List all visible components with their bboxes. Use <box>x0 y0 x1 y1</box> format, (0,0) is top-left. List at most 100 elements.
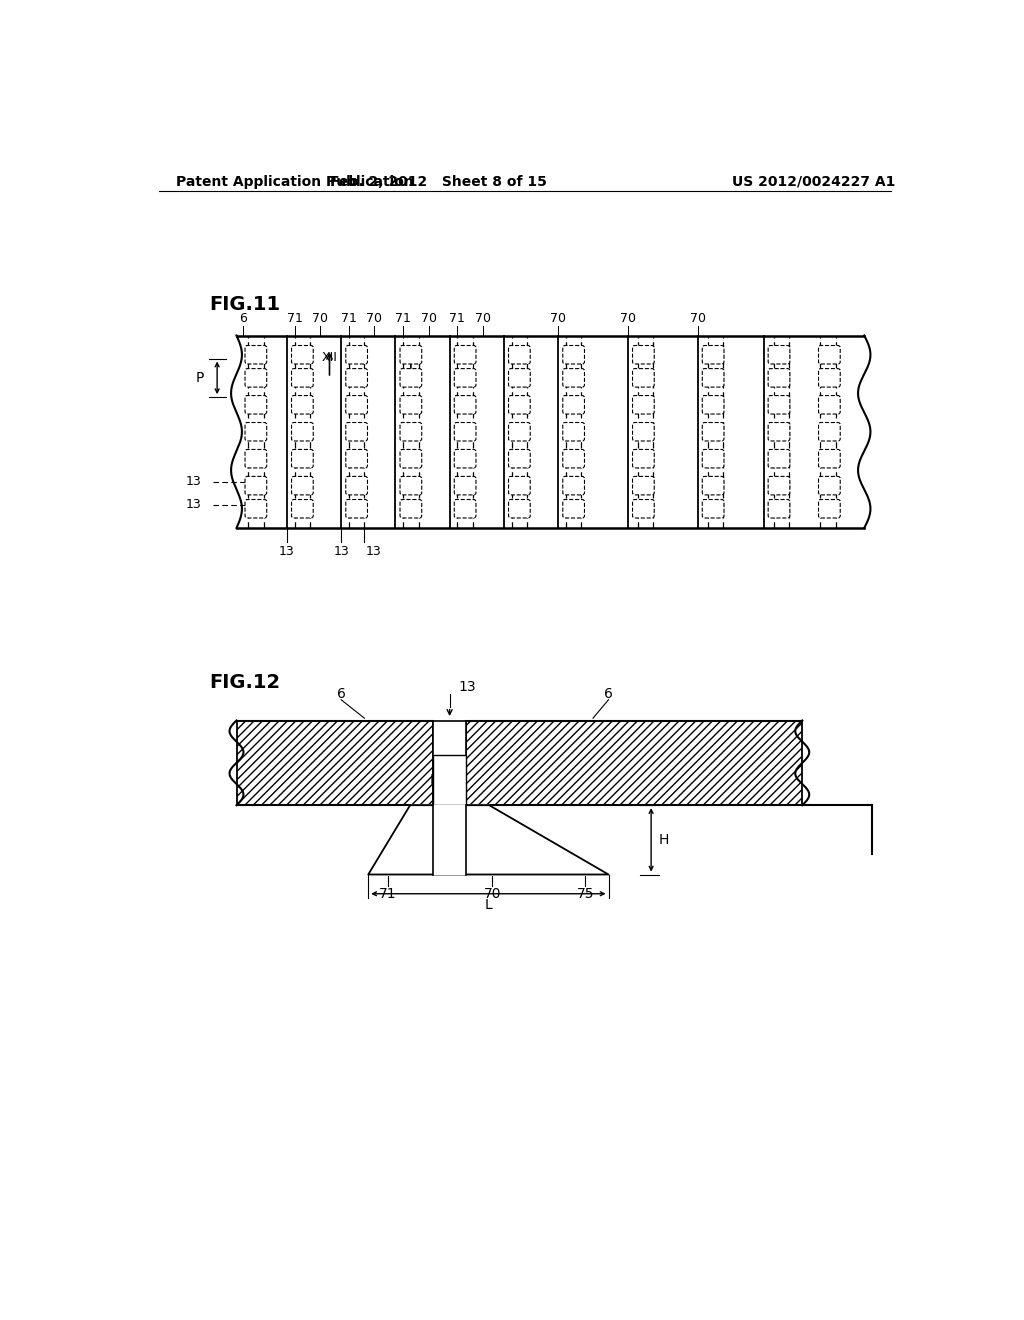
FancyBboxPatch shape <box>245 449 266 469</box>
Text: 13: 13 <box>186 499 202 511</box>
FancyBboxPatch shape <box>292 346 313 364</box>
FancyBboxPatch shape <box>818 346 841 364</box>
Text: 13: 13 <box>459 680 476 694</box>
FancyBboxPatch shape <box>633 396 654 414</box>
FancyBboxPatch shape <box>633 422 654 441</box>
FancyBboxPatch shape <box>346 477 368 495</box>
FancyBboxPatch shape <box>400 368 422 387</box>
FancyBboxPatch shape <box>455 368 476 387</box>
Text: 71: 71 <box>341 312 356 325</box>
FancyBboxPatch shape <box>563 449 585 469</box>
Bar <box>433 755 466 805</box>
Text: 70: 70 <box>312 312 329 325</box>
FancyBboxPatch shape <box>455 422 476 441</box>
FancyBboxPatch shape <box>400 396 422 414</box>
FancyBboxPatch shape <box>633 346 654 364</box>
Bar <box>433 721 466 805</box>
Text: 70: 70 <box>421 312 436 325</box>
FancyBboxPatch shape <box>563 422 585 441</box>
Text: XII: XII <box>402 351 419 363</box>
FancyBboxPatch shape <box>455 499 476 517</box>
Text: 13: 13 <box>366 545 382 557</box>
Bar <box>466 721 802 805</box>
FancyBboxPatch shape <box>702 499 724 517</box>
Text: Feb. 2, 2012   Sheet 8 of 15: Feb. 2, 2012 Sheet 8 of 15 <box>330 174 547 189</box>
FancyBboxPatch shape <box>818 422 841 441</box>
FancyBboxPatch shape <box>768 422 790 441</box>
FancyBboxPatch shape <box>509 449 530 469</box>
Text: 70: 70 <box>483 887 501 900</box>
FancyBboxPatch shape <box>292 368 313 387</box>
FancyBboxPatch shape <box>818 396 841 414</box>
FancyBboxPatch shape <box>509 346 530 364</box>
FancyBboxPatch shape <box>633 368 654 387</box>
Text: 70: 70 <box>620 312 636 325</box>
FancyBboxPatch shape <box>818 499 841 517</box>
Text: Patent Application Publication: Patent Application Publication <box>176 174 414 189</box>
Text: M: M <box>430 774 441 787</box>
FancyBboxPatch shape <box>455 449 476 469</box>
Bar <box>433 805 466 875</box>
Text: 6: 6 <box>604 686 613 701</box>
FancyBboxPatch shape <box>400 499 422 517</box>
FancyBboxPatch shape <box>768 499 790 517</box>
FancyBboxPatch shape <box>400 477 422 495</box>
FancyBboxPatch shape <box>292 477 313 495</box>
FancyBboxPatch shape <box>455 477 476 495</box>
FancyBboxPatch shape <box>818 449 841 469</box>
FancyBboxPatch shape <box>245 422 266 441</box>
Text: 70: 70 <box>550 312 566 325</box>
FancyBboxPatch shape <box>702 449 724 469</box>
Text: 6: 6 <box>239 312 247 325</box>
FancyBboxPatch shape <box>346 368 368 387</box>
Polygon shape <box>369 805 608 875</box>
FancyBboxPatch shape <box>633 449 654 469</box>
FancyBboxPatch shape <box>702 422 724 441</box>
Text: 70: 70 <box>367 312 382 325</box>
Text: 75: 75 <box>577 887 594 900</box>
FancyBboxPatch shape <box>563 477 585 495</box>
FancyBboxPatch shape <box>818 368 841 387</box>
FancyBboxPatch shape <box>245 396 266 414</box>
FancyBboxPatch shape <box>245 368 266 387</box>
FancyBboxPatch shape <box>633 499 654 517</box>
FancyBboxPatch shape <box>702 396 724 414</box>
FancyBboxPatch shape <box>509 422 530 441</box>
Text: 70: 70 <box>689 312 706 325</box>
Text: FIG.11: FIG.11 <box>209 296 281 314</box>
Text: 71: 71 <box>450 312 465 325</box>
FancyBboxPatch shape <box>346 346 368 364</box>
FancyBboxPatch shape <box>768 368 790 387</box>
FancyBboxPatch shape <box>292 449 313 469</box>
Text: 13: 13 <box>279 545 295 557</box>
FancyBboxPatch shape <box>563 368 585 387</box>
FancyBboxPatch shape <box>509 477 530 495</box>
Text: 71: 71 <box>379 887 396 900</box>
FancyBboxPatch shape <box>768 477 790 495</box>
FancyBboxPatch shape <box>245 477 266 495</box>
FancyBboxPatch shape <box>702 477 724 495</box>
FancyBboxPatch shape <box>563 499 585 517</box>
FancyBboxPatch shape <box>509 368 530 387</box>
FancyBboxPatch shape <box>768 346 790 364</box>
Text: L: L <box>484 899 493 912</box>
FancyBboxPatch shape <box>292 422 313 441</box>
FancyBboxPatch shape <box>292 499 313 517</box>
FancyBboxPatch shape <box>702 368 724 387</box>
Text: FIG.12: FIG.12 <box>209 672 281 692</box>
FancyBboxPatch shape <box>768 396 790 414</box>
FancyBboxPatch shape <box>400 422 422 441</box>
FancyBboxPatch shape <box>346 396 368 414</box>
Text: XII: XII <box>322 351 338 363</box>
Bar <box>237 721 433 805</box>
FancyBboxPatch shape <box>702 346 724 364</box>
Text: 13: 13 <box>186 475 202 488</box>
FancyBboxPatch shape <box>245 346 266 364</box>
Text: US 2012/0024227 A1: US 2012/0024227 A1 <box>732 174 896 189</box>
FancyBboxPatch shape <box>346 422 368 441</box>
FancyBboxPatch shape <box>509 499 530 517</box>
FancyBboxPatch shape <box>563 346 585 364</box>
FancyBboxPatch shape <box>455 396 476 414</box>
Text: 71: 71 <box>395 312 411 325</box>
FancyBboxPatch shape <box>455 346 476 364</box>
